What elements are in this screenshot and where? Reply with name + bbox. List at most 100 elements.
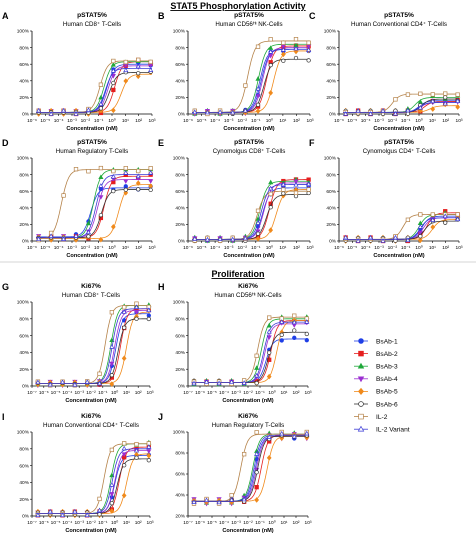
legend-item: BsAb-6 [354, 401, 398, 408]
x-tick-label: 10⁻³ [67, 118, 77, 124]
x-tick-label: 10⁻² [81, 245, 91, 251]
data-point [146, 307, 152, 313]
x-tick-label: 10¹ [279, 245, 286, 251]
x-tick-label: 10⁻¹ [251, 245, 261, 251]
data-point [86, 169, 91, 174]
data-point [123, 166, 128, 171]
x-tick-label: 10² [293, 520, 300, 526]
data-point [304, 430, 310, 436]
x-tick-label: 10⁻² [237, 118, 247, 124]
data-point [343, 111, 349, 116]
data-point [241, 380, 247, 385]
data-point [60, 236, 67, 241]
data-point [306, 181, 312, 187]
data-point [122, 463, 127, 468]
y-tick-label: 60% [19, 62, 29, 68]
data-point [59, 379, 66, 385]
fit-curve-bsab-1 [191, 435, 308, 502]
data-point [367, 234, 374, 240]
data-point [293, 181, 299, 187]
x-tick-label: 10⁻⁷ [183, 390, 193, 396]
data-point [111, 80, 116, 86]
y-tick-label: 100% [324, 156, 337, 162]
data-point [192, 236, 198, 241]
y-tick-label: 40% [19, 206, 29, 212]
data-point [35, 379, 41, 385]
y-tick-label: 0% [178, 239, 186, 245]
fit-curve-bsab-3 [191, 318, 308, 384]
y-tick-label: 40% [175, 206, 185, 212]
data-point [134, 455, 139, 460]
data-point [110, 74, 116, 79]
y-tick-label: 20% [19, 222, 29, 228]
x-tick-label: 10⁻³ [231, 520, 241, 526]
data-point [109, 373, 114, 378]
data-point [355, 107, 361, 113]
x-tick-label: 10⁻¹ [401, 245, 411, 251]
data-point [268, 49, 274, 54]
fit-curve-bsab-3 [35, 304, 150, 384]
chart-J: J Ki67% Human Regulatory T-Cells 20% 40% 60% 8… [158, 412, 312, 534]
x-axis-label: Concentration (nM) [65, 398, 116, 404]
data-point [443, 95, 448, 100]
x-tick-label: 10⁻² [243, 520, 253, 526]
data-point [281, 58, 286, 63]
data-point [254, 372, 260, 378]
data-point [255, 102, 261, 107]
data-point [97, 512, 102, 517]
data-point [355, 238, 361, 243]
chart-subtitle: Human Conventional CD4⁺ T-Cells [351, 21, 447, 28]
x-axis-label: Concentration (nM) [65, 528, 116, 534]
x-tick-label: 10² [293, 245, 300, 251]
data-point [343, 234, 349, 240]
data-point [430, 212, 435, 217]
data-point [98, 174, 104, 180]
fit-curve-bsab-4 [192, 47, 310, 113]
data-point [110, 68, 116, 73]
x-tick-label: 10¹ [279, 118, 286, 124]
data-point [430, 224, 436, 230]
x-tick-label: 10⁻⁵ [40, 245, 50, 251]
x-tick-label: 10⁻² [388, 245, 398, 251]
x-tick-label: 10⁻⁵ [51, 390, 61, 396]
fit-curve-bsab-2 [35, 446, 151, 514]
legend-label: BsAb-3 [376, 364, 398, 371]
data-point [442, 100, 448, 106]
x-tick-label: 10⁰ [415, 118, 422, 124]
data-point [254, 451, 260, 456]
x-tick-label: 10⁻² [86, 390, 96, 396]
x-tick-label: 10⁻⁷ [27, 390, 37, 396]
y-tick-label: 0% [22, 384, 30, 390]
x-tick-label: 10⁻⁶ [334, 245, 344, 251]
data-point [191, 499, 197, 504]
y-tick-label: 0% [329, 239, 337, 245]
data-point [266, 373, 272, 380]
x-tick-label: 10² [442, 118, 449, 124]
data-point [367, 111, 374, 116]
x-tick-label: 10⁻³ [74, 390, 84, 396]
data-point [417, 224, 423, 229]
data-point [405, 217, 411, 222]
data-point [109, 500, 114, 506]
y-tick-label: 80% [19, 447, 29, 453]
data-point [98, 165, 104, 171]
data-point [417, 237, 423, 244]
data-point [268, 63, 273, 68]
chart-title: pSTAT5% [384, 12, 414, 19]
chart-subtitle: Human CD56ᴴᶦ NK-Cells [215, 21, 282, 28]
data-point [121, 492, 127, 499]
data-point [455, 212, 460, 217]
legend-label: BsAb-1 [376, 338, 398, 345]
data-point [110, 107, 116, 114]
data-point [135, 63, 141, 69]
data-point [217, 236, 223, 241]
fit-curve-bsab-1 [343, 215, 459, 240]
data-point [136, 168, 141, 174]
panel-letter: F [309, 138, 315, 148]
data-point [255, 231, 261, 236]
data-point [268, 185, 274, 191]
data-point [306, 190, 311, 196]
y-tick-label: 80% [326, 172, 336, 178]
